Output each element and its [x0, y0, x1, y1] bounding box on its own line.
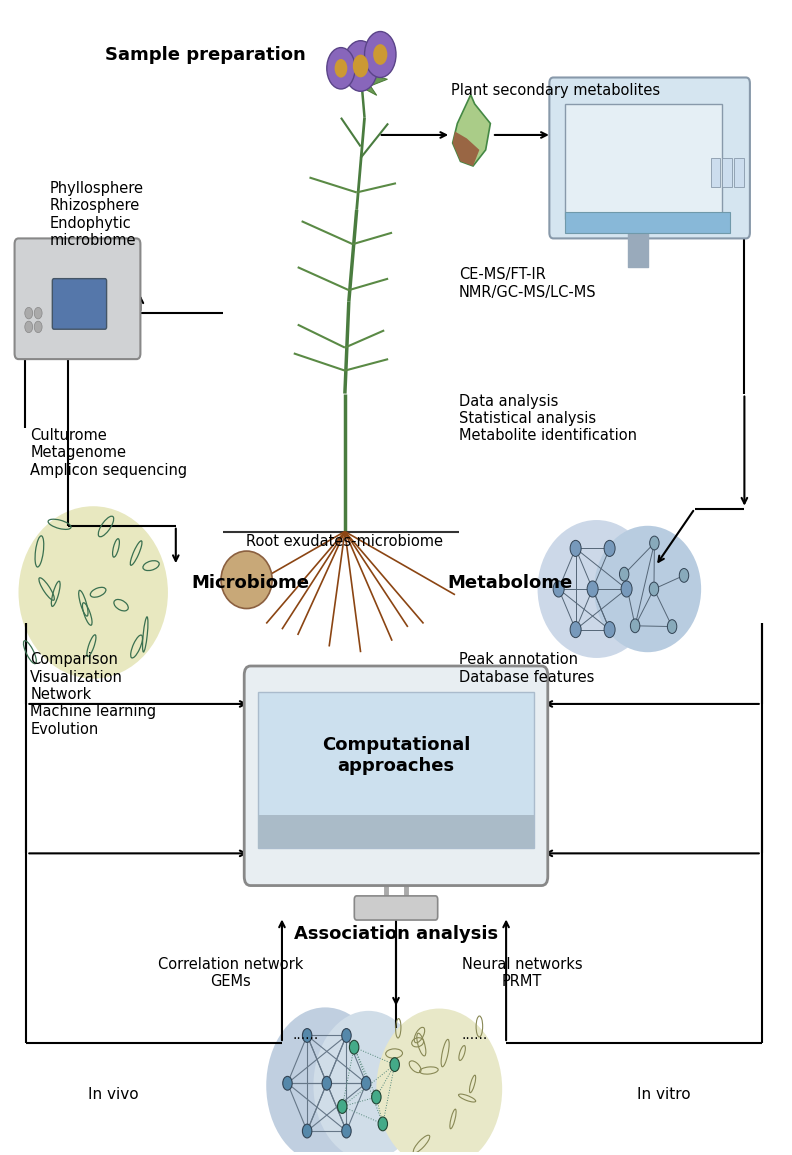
Text: Root exudates-microbiome: Root exudates-microbiome	[246, 534, 444, 549]
Ellipse shape	[18, 506, 168, 679]
Circle shape	[34, 321, 42, 333]
Circle shape	[587, 581, 598, 597]
Circle shape	[303, 1029, 312, 1042]
Ellipse shape	[314, 1011, 424, 1155]
FancyBboxPatch shape	[565, 213, 730, 232]
Text: In vivo: In vivo	[88, 1087, 138, 1102]
Polygon shape	[452, 95, 490, 166]
Text: Sample preparation: Sample preparation	[105, 46, 306, 65]
Text: Plant secondary metabolites: Plant secondary metabolites	[451, 83, 661, 98]
Text: Neural networks
PRMT: Neural networks PRMT	[462, 956, 582, 989]
Circle shape	[649, 582, 659, 596]
Text: In vitro: In vitro	[637, 1087, 690, 1102]
FancyBboxPatch shape	[734, 158, 744, 187]
Text: ......: ......	[292, 1028, 318, 1042]
Ellipse shape	[376, 1008, 502, 1155]
Text: ......: ......	[462, 1028, 488, 1042]
Circle shape	[668, 620, 677, 633]
Circle shape	[390, 1058, 399, 1072]
Text: Phyllosphere
Rhizosphere
Endophytic
microbiome: Phyllosphere Rhizosphere Endophytic micr…	[50, 181, 144, 248]
Circle shape	[337, 1100, 347, 1113]
Text: Comparison
Visualization
Network
Machine learning
Evolution: Comparison Visualization Network Machine…	[30, 653, 157, 737]
FancyBboxPatch shape	[258, 815, 534, 848]
Text: Microbiome: Microbiome	[192, 574, 310, 593]
Text: Peak annotation
Database features: Peak annotation Database features	[459, 653, 594, 685]
Circle shape	[649, 536, 659, 550]
Circle shape	[604, 541, 615, 557]
Circle shape	[283, 1076, 292, 1090]
Text: Computational
approaches: Computational approaches	[322, 736, 470, 775]
Ellipse shape	[594, 526, 701, 653]
FancyBboxPatch shape	[710, 158, 720, 187]
Circle shape	[619, 567, 629, 581]
Polygon shape	[366, 74, 387, 87]
Circle shape	[371, 1090, 381, 1104]
Circle shape	[621, 581, 632, 597]
FancyBboxPatch shape	[258, 693, 534, 848]
Text: Data analysis
Statistical analysis
Metabolite identification: Data analysis Statistical analysis Metab…	[459, 394, 637, 444]
Ellipse shape	[538, 520, 656, 658]
FancyBboxPatch shape	[52, 278, 107, 329]
Circle shape	[303, 1124, 312, 1138]
Circle shape	[334, 59, 348, 77]
FancyBboxPatch shape	[354, 896, 438, 921]
Text: Culturome
Metagenome
Amplicon sequencing: Culturome Metagenome Amplicon sequencing	[30, 429, 188, 478]
Circle shape	[341, 1124, 351, 1138]
Circle shape	[34, 307, 42, 319]
Circle shape	[680, 568, 689, 582]
Circle shape	[352, 54, 368, 77]
Circle shape	[604, 621, 615, 638]
Circle shape	[322, 1076, 332, 1090]
Circle shape	[373, 44, 387, 65]
Polygon shape	[358, 73, 377, 96]
Ellipse shape	[221, 551, 272, 609]
Circle shape	[378, 1117, 387, 1131]
Ellipse shape	[266, 1007, 384, 1155]
Text: Correlation network
GEMs: Correlation network GEMs	[158, 956, 303, 989]
Circle shape	[327, 47, 355, 89]
Circle shape	[361, 1076, 371, 1090]
FancyBboxPatch shape	[244, 666, 548, 886]
Circle shape	[343, 40, 378, 91]
Circle shape	[349, 1041, 359, 1055]
Circle shape	[341, 1029, 351, 1042]
Text: Metabolome: Metabolome	[447, 574, 573, 593]
FancyBboxPatch shape	[14, 238, 140, 359]
Text: Association analysis: Association analysis	[294, 925, 498, 942]
Polygon shape	[452, 132, 479, 166]
Circle shape	[553, 581, 564, 597]
Polygon shape	[359, 76, 381, 89]
FancyBboxPatch shape	[550, 77, 750, 238]
Circle shape	[570, 541, 581, 557]
Circle shape	[630, 619, 640, 633]
Circle shape	[570, 621, 581, 638]
FancyBboxPatch shape	[722, 158, 732, 187]
FancyBboxPatch shape	[565, 104, 722, 219]
Circle shape	[364, 31, 396, 77]
Circle shape	[25, 307, 32, 319]
Text: CE-MS/FT-IR
NMR/GC-MS/LC-MS: CE-MS/FT-IR NMR/GC-MS/LC-MS	[459, 267, 596, 299]
Circle shape	[25, 321, 32, 333]
